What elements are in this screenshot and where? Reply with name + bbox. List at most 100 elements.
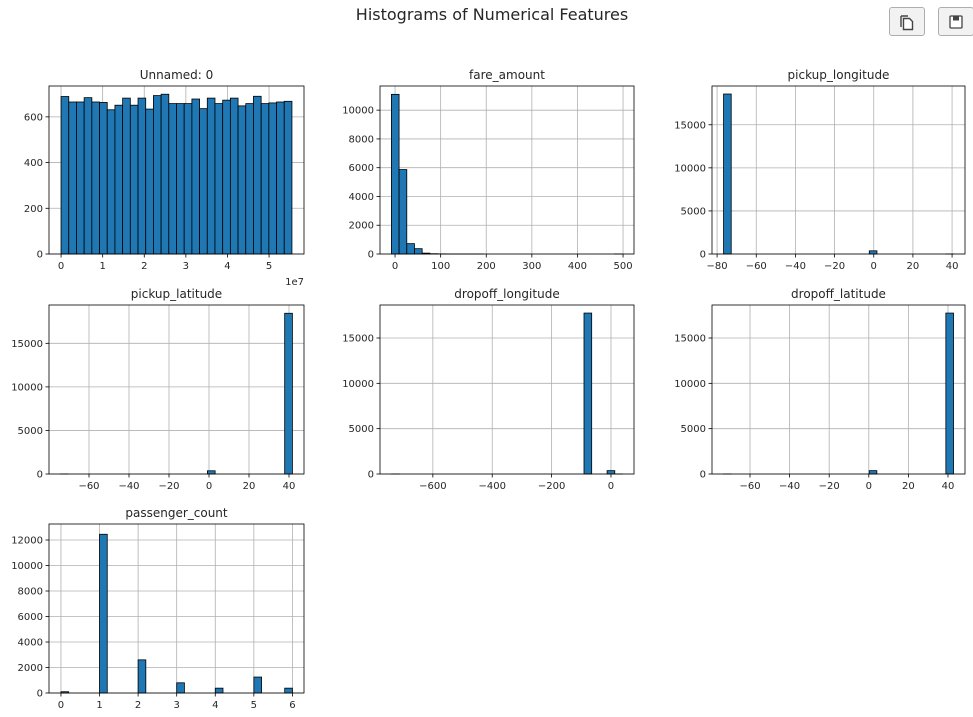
y-tick-label: 400 <box>24 158 43 169</box>
subplot-title: dropoff_longitude <box>454 287 559 301</box>
histogram-bar <box>868 470 878 475</box>
x-tick-label: 0 <box>206 481 212 492</box>
histogram-bar <box>268 102 277 255</box>
y-tick-label: 5000 <box>681 424 706 435</box>
histogram-panel: 0 100 200 300 400 500 0 2000 4000 6000 8000 10000 fa… <box>342 68 635 272</box>
x-tick-label: −600 <box>419 481 446 492</box>
histogram-bar <box>214 103 224 255</box>
x-tick-label: 4 <box>212 700 218 711</box>
histogram-bar <box>68 101 77 255</box>
histogram-bar <box>183 103 193 255</box>
histogram-bar <box>129 104 139 255</box>
x-tick-label: −200 <box>538 481 565 492</box>
histogram-bar <box>406 243 415 255</box>
histogram-bar <box>253 95 262 255</box>
histogram-bar <box>245 103 254 255</box>
histogram-bar <box>283 100 293 255</box>
y-tick-label: 0 <box>700 470 706 481</box>
y-tick-label: 10000 <box>674 379 706 390</box>
y-tick-label: 5000 <box>18 426 43 437</box>
x-tick-label: 3 <box>174 700 180 711</box>
subplot-title: fare_amount <box>469 68 545 82</box>
y-tick-label: 600 <box>24 112 43 123</box>
y-tick-label: 15000 <box>674 334 706 345</box>
y-tick-label: 0 <box>368 470 374 481</box>
histogram-panel: −60 −40 −20 0 20 40 0 5000 10000 15000 dropoff_lat… <box>674 287 966 492</box>
histogram-bar <box>229 97 239 255</box>
histogram-bar <box>207 470 216 475</box>
y-tick-label: 10000 <box>342 379 374 390</box>
x-tick-label: 200 <box>477 261 496 272</box>
x-tick-label: 1 <box>99 261 105 272</box>
x-tick-label: 20 <box>907 261 920 272</box>
histogram-bar <box>176 682 185 694</box>
histogram-panel: −60 −40 −20 0 20 40 0 5000 10000 15000 pickup_lati… <box>11 287 305 492</box>
save-button[interactable] <box>938 7 973 36</box>
y-tick-label: 5000 <box>349 424 374 435</box>
copy-button[interactable] <box>889 7 925 36</box>
x-tick-label: 0 <box>58 700 64 711</box>
y-tick-label: 12000 <box>11 536 43 547</box>
x-tick-label: 5 <box>266 261 272 272</box>
y-tick-label: 5000 <box>681 206 706 217</box>
x-tick-label: −40 <box>785 261 806 272</box>
axes-frame <box>379 85 635 255</box>
y-tick-label: 2000 <box>349 221 374 232</box>
x-tick-label: 300 <box>522 261 541 272</box>
x-tick-label: −20 <box>819 481 840 492</box>
histogram-bar <box>284 687 293 694</box>
y-tick-label: 4000 <box>18 638 43 649</box>
histogram-bar <box>398 169 408 255</box>
y-tick-label: 10000 <box>11 382 43 393</box>
histogram-bar <box>723 93 732 255</box>
histogram-panel: −600 −400 −200 0 0 5000 10000 15000 dropoff_long… <box>342 287 635 492</box>
y-tick-label: 0 <box>700 250 706 261</box>
histogram-panel: 0 1 2 3 4 5 6 0 2000 4000 6000 8000 10000 12000 passen… <box>11 506 305 711</box>
histogram-bar <box>145 108 154 255</box>
x-tick-label: −20 <box>824 261 845 272</box>
histogram-bar <box>168 103 177 255</box>
y-tick-label: 10000 <box>674 163 706 174</box>
x-tick-label: 500 <box>614 261 633 272</box>
x-tick-label: −80 <box>707 261 728 272</box>
histogram-bar <box>253 676 262 694</box>
x-tick-label: 20 <box>902 481 915 492</box>
y-tick-label: 8000 <box>18 587 43 598</box>
floppy-disk-save-icon <box>949 14 963 29</box>
x-tick-label: −400 <box>478 481 505 492</box>
x-tick-label: 6 <box>289 700 295 711</box>
axes-frame <box>711 85 966 255</box>
histogram-bar <box>945 312 954 475</box>
x-tick-label: 0 <box>58 261 64 272</box>
histogram-bar <box>76 101 85 255</box>
histogram-bar <box>276 101 285 255</box>
x-tick-label: 3 <box>183 261 189 272</box>
histogram-panel: −80 −60 −40 −20 0 20 40 0 5000 10000 15000 pickup_l… <box>674 68 966 272</box>
histogram-bar <box>160 93 170 255</box>
x-tick-label: 1 <box>96 700 102 711</box>
x-tick-label: 0 <box>871 261 877 272</box>
y-tick-label: 8000 <box>349 134 374 145</box>
subplot-title: pickup_latitude <box>131 287 222 301</box>
histogram-bar <box>284 312 293 475</box>
histogram-bar <box>60 96 70 255</box>
subplot-title: pickup_longitude <box>788 68 890 82</box>
x-tick-label: 0 <box>866 481 872 492</box>
subplot-title: passenger_count <box>125 506 228 520</box>
histogram-bar <box>137 97 147 255</box>
y-tick-label: 15000 <box>11 339 43 350</box>
x-tick-label: 40 <box>942 481 955 492</box>
histogram-bar <box>260 103 270 255</box>
histogram-bar <box>99 102 108 255</box>
y-tick-label: 0 <box>37 470 43 481</box>
histogram-bar <box>91 101 100 255</box>
histogram-bar <box>237 105 247 255</box>
y-tick-label: 6000 <box>349 163 374 174</box>
y-tick-label: 6000 <box>18 612 43 623</box>
histogram-bar <box>414 248 423 255</box>
x-tick-label: 5 <box>251 700 257 711</box>
y-tick-label: 0 <box>368 250 374 261</box>
axes-frame <box>48 85 305 255</box>
y-tick-label: 0 <box>37 689 43 700</box>
